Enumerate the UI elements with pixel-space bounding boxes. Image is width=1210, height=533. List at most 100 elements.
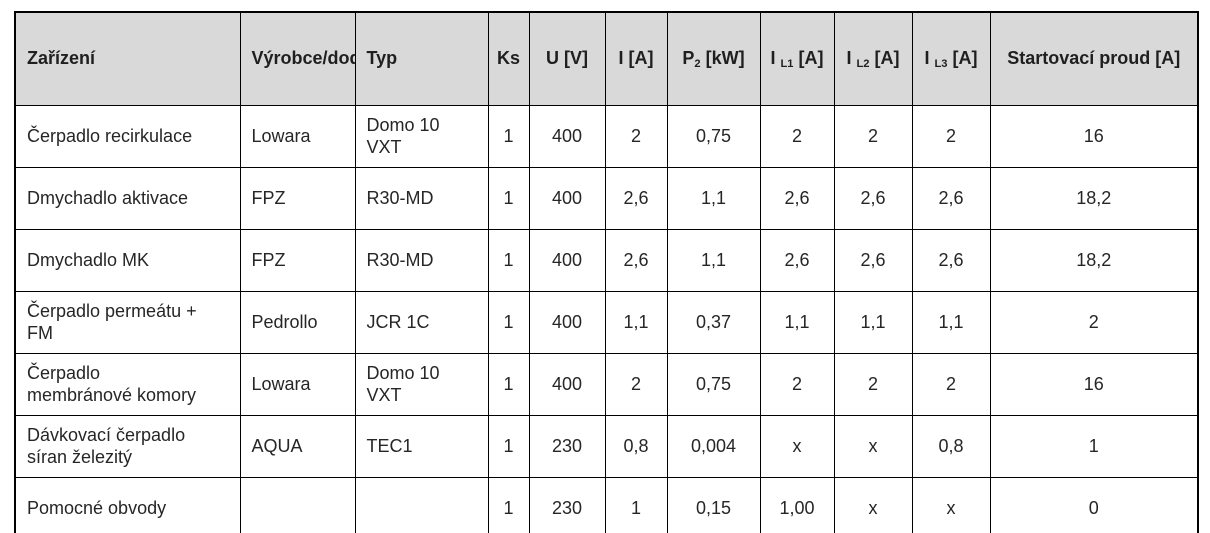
manufacturer-cell: AQUA: [239, 415, 356, 478]
current-cell: 1,1: [604, 291, 668, 354]
power-cell: 0,37: [666, 291, 761, 354]
current-l1-cell: 2,6: [759, 167, 835, 230]
type-cell: Domo 10 VXT: [354, 353, 489, 416]
current-cell: 2: [604, 105, 668, 168]
header-l1-unit: [A]: [793, 48, 824, 69]
power-cell: 1,1: [666, 229, 761, 292]
starting-current-cell: 2: [989, 291, 1199, 354]
current-cell: 1: [604, 477, 668, 533]
table-row: Pomocné obvody 1 230 1 0,15 1,00 x x 0: [14, 477, 1199, 533]
table-row: Dmychadlo aktivace FPZ R30-MD 1 400 2,6 …: [14, 167, 1199, 230]
header-l1-symbol: I: [770, 48, 781, 69]
table-row: Dmychadlo MK FPZ R30-MD 1 400 2,6 1,1 2,…: [14, 229, 1199, 292]
device-name-cell: Dmychadlo MK: [14, 229, 241, 292]
current-l3-cell: 1,1: [911, 291, 991, 354]
header-power-unit: [kW]: [700, 48, 745, 69]
current-l2-cell: 2: [833, 105, 913, 168]
device-name-cell: Čerpadlo membránové komory: [14, 353, 241, 416]
manufacturer-cell: Pedrollo: [239, 291, 356, 354]
current-cell: 0,8: [604, 415, 668, 478]
header-power-subscript: 2: [694, 58, 701, 71]
power-cell: 0,004: [666, 415, 761, 478]
starting-current-cell: 16: [989, 105, 1199, 168]
header-l3-subscript: L3: [934, 58, 948, 71]
manufacturer-cell: Lowara: [239, 353, 356, 416]
current-l3-cell: 2: [911, 105, 991, 168]
manufacturer-cell: FPZ: [239, 229, 356, 292]
current-l1-cell: 2: [759, 353, 835, 416]
current-l1-cell: x: [759, 415, 835, 478]
power-cell: 0,75: [666, 105, 761, 168]
qty-cell: 1: [487, 291, 530, 354]
device-name-cell: Čerpadlo permeátu + FM: [14, 291, 241, 354]
power-cell: 1,1: [666, 167, 761, 230]
col-header-current: I [A]: [604, 11, 668, 106]
qty-cell: 1: [487, 477, 530, 533]
voltage-cell: 400: [528, 291, 606, 354]
header-row: Zařízení Výrobce/dodavatel Typ Ks U [V] …: [14, 11, 1199, 106]
manufacturer-cell: Lowara: [239, 105, 356, 168]
col-header-manufacturer: Výrobce/dodavatel: [239, 11, 356, 106]
table-row: Čerpadlo permeátu + FM Pedrollo JCR 1C 1…: [14, 291, 1199, 354]
table-row: Dávkovací čerpadlo síran železitý AQUA T…: [14, 415, 1199, 478]
col-header-current-l2: I L2 [A]: [833, 11, 913, 106]
qty-cell: 1: [487, 229, 530, 292]
equipment-load-table: Zařízení Výrobce/dodavatel Typ Ks U [V] …: [14, 11, 1199, 533]
current-l3-cell: x: [911, 477, 991, 533]
device-name-cell: Dávkovací čerpadlo síran železitý: [14, 415, 241, 478]
current-cell: 2,6: [604, 167, 668, 230]
qty-cell: 1: [487, 353, 530, 416]
col-header-current-l3: I L3 [A]: [911, 11, 991, 106]
current-l2-cell: 1,1: [833, 291, 913, 354]
header-l3-symbol: I: [924, 48, 935, 69]
qty-cell: 1: [487, 415, 530, 478]
current-l2-cell: x: [833, 415, 913, 478]
header-power-symbol: P: [682, 48, 695, 69]
header-l2-symbol: I: [846, 48, 857, 69]
current-l1-cell: 1,00: [759, 477, 835, 533]
voltage-cell: 400: [528, 105, 606, 168]
current-l3-cell: 2,6: [911, 229, 991, 292]
type-cell: [354, 477, 489, 533]
device-name-cell: Pomocné obvody: [14, 477, 241, 533]
header-l2-unit: [A]: [869, 48, 900, 69]
manufacturer-cell: [239, 477, 356, 533]
type-cell: Domo 10 VXT: [354, 105, 489, 168]
starting-current-cell: 16: [989, 353, 1199, 416]
qty-cell: 1: [487, 167, 530, 230]
voltage-cell: 230: [528, 415, 606, 478]
current-l3-cell: 2,6: [911, 167, 991, 230]
manufacturer-cell: FPZ: [239, 167, 356, 230]
starting-current-cell: 0: [989, 477, 1199, 533]
col-header-power: P2 [kW]: [666, 11, 761, 106]
col-header-current-l1: I L1 [A]: [759, 11, 835, 106]
table-row: Čerpadlo membránové komory Lowara Domo 1…: [14, 353, 1199, 416]
col-header-qty: Ks: [487, 11, 530, 106]
current-l3-cell: 2: [911, 353, 991, 416]
voltage-cell: 230: [528, 477, 606, 533]
type-cell: TEC1: [354, 415, 489, 478]
starting-current-cell: 18,2: [989, 167, 1199, 230]
qty-cell: 1: [487, 105, 530, 168]
voltage-cell: 400: [528, 167, 606, 230]
current-l2-cell: 2: [833, 353, 913, 416]
col-header-voltage: U [V]: [528, 11, 606, 106]
header-l3-unit: [A]: [947, 48, 978, 69]
type-cell: JCR 1C: [354, 291, 489, 354]
voltage-cell: 400: [528, 229, 606, 292]
current-l1-cell: 2: [759, 105, 835, 168]
header-l2-subscript: L2: [856, 58, 870, 71]
col-header-type: Typ: [354, 11, 489, 106]
table-row: Čerpadlo recirkulace Lowara Domo 10 VXT …: [14, 105, 1199, 168]
current-l2-cell: x: [833, 477, 913, 533]
current-l3-cell: 0,8: [911, 415, 991, 478]
power-cell: 0,75: [666, 353, 761, 416]
current-l2-cell: 2,6: [833, 167, 913, 230]
current-cell: 2: [604, 353, 668, 416]
starting-current-cell: 18,2: [989, 229, 1199, 292]
header-l1-subscript: L1: [780, 58, 794, 71]
type-cell: R30-MD: [354, 167, 489, 230]
power-cell: 0,15: [666, 477, 761, 533]
col-header-starting-current: Startovací proud [A]: [989, 11, 1199, 106]
starting-current-cell: 1: [989, 415, 1199, 478]
